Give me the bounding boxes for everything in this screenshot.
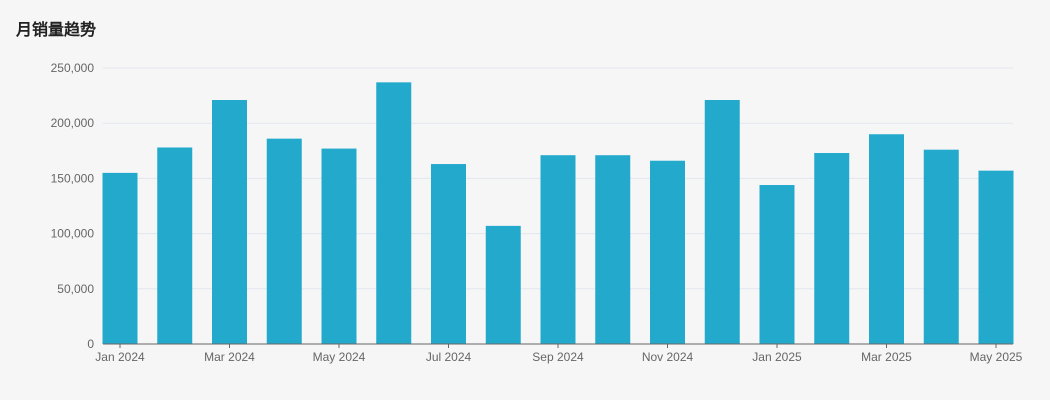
- bar: [212, 100, 247, 345]
- bar: [814, 153, 850, 344]
- x-tick-label: Jul 2024: [426, 350, 472, 364]
- bar: [376, 82, 412, 345]
- bar: [704, 100, 740, 345]
- chart-title: 月销量趋势: [16, 20, 97, 39]
- y-tick-label: 250,000: [51, 61, 95, 75]
- bar: [869, 134, 904, 344]
- y-tick-label: 0: [87, 337, 94, 351]
- x-tick-label: Mar 2024: [204, 350, 255, 364]
- bar: [978, 170, 1014, 344]
- y-tick-label: 200,000: [51, 116, 95, 130]
- bar: [102, 172, 138, 344]
- x-tick-label: May 2024: [313, 350, 366, 364]
- y-tick-label: 50,000: [57, 282, 94, 296]
- x-tick-label: May 2025: [970, 350, 1023, 364]
- x-tick-label: Jan 2024: [95, 350, 145, 364]
- bar: [923, 149, 959, 344]
- bar: [431, 164, 466, 344]
- bar: [540, 155, 576, 344]
- x-tick-label: Sep 2024: [532, 350, 584, 364]
- y-tick-label: 100,000: [51, 227, 95, 241]
- bar: [595, 155, 631, 344]
- bar: [157, 147, 193, 344]
- x-tick-label: Nov 2024: [642, 350, 694, 364]
- bar: [485, 225, 521, 344]
- bar: [650, 160, 685, 344]
- bar: [759, 185, 795, 344]
- x-tick-label: Mar 2025: [861, 350, 912, 364]
- bar: [266, 138, 302, 344]
- x-tick-label: Jan 2025: [752, 350, 802, 364]
- y-tick-label: 150,000: [51, 171, 95, 185]
- bar: [321, 148, 357, 344]
